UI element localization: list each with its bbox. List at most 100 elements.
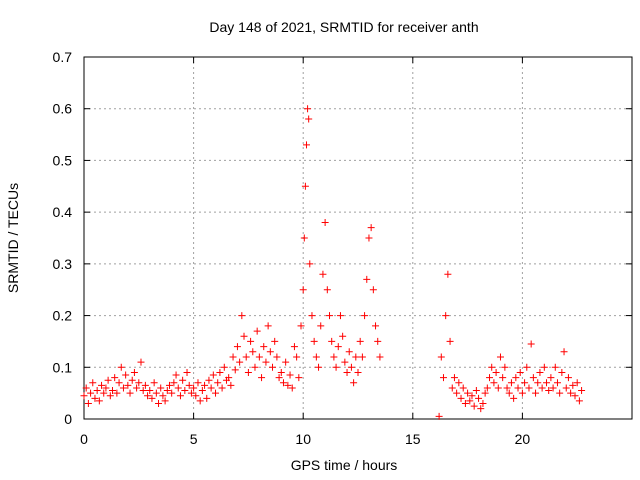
data-point: [435, 412, 443, 420]
data-point: [155, 399, 163, 407]
data-point: [525, 384, 533, 392]
data-point: [247, 337, 255, 345]
data-point: [290, 343, 298, 351]
data-markers: [80, 105, 586, 420]
data-point: [464, 389, 472, 397]
y-tick-label: 0.7: [53, 49, 73, 65]
data-point: [475, 394, 483, 402]
data-point: [179, 376, 187, 384]
data-point: [518, 389, 526, 397]
data-point: [529, 374, 537, 382]
data-point: [301, 182, 309, 190]
data-point: [214, 379, 222, 387]
data-point: [472, 387, 480, 395]
data-point: [437, 353, 445, 361]
data-point: [470, 402, 478, 410]
data-point: [367, 224, 375, 232]
data-point: [468, 392, 476, 400]
plot-frame: [83, 56, 633, 420]
data-point: [439, 374, 447, 382]
data-point: [139, 387, 147, 395]
data-point: [141, 381, 149, 389]
x-tick-label: 15: [405, 431, 421, 447]
data-point: [264, 322, 272, 330]
data-point: [549, 384, 557, 392]
data-point: [89, 379, 97, 387]
axis-ticks: 0 0.1 0.2 0.3 0.4 0.5 0.6 0.7 0 5 10 15 20: [53, 49, 632, 447]
data-point: [358, 353, 366, 361]
data-point: [564, 374, 572, 382]
data-point: [455, 379, 463, 387]
data-point: [516, 368, 524, 376]
data-point: [323, 286, 331, 294]
data-point: [275, 374, 283, 382]
data-point: [203, 394, 211, 402]
data-point: [293, 353, 301, 361]
data-point: [457, 394, 465, 402]
data-point: [209, 371, 217, 379]
data-point: [168, 389, 176, 397]
data-point: [304, 105, 312, 113]
data-point: [496, 353, 504, 361]
y-tick-label: 0.4: [53, 204, 73, 220]
data-point: [187, 389, 195, 397]
data-point: [374, 337, 382, 345]
data-point: [128, 376, 136, 384]
data-point: [453, 389, 461, 397]
data-point: [176, 392, 184, 400]
data-point: [205, 376, 213, 384]
data-point: [163, 387, 171, 395]
data-point: [80, 392, 88, 400]
x-axis-title: GPS time / hours: [291, 457, 398, 473]
data-point: [279, 379, 287, 387]
data-point: [512, 374, 520, 382]
data-point: [543, 379, 551, 387]
data-point: [102, 384, 110, 392]
data-point: [198, 387, 206, 395]
data-point: [562, 384, 570, 392]
data-point: [152, 389, 160, 397]
data-point: [238, 312, 246, 320]
data-point: [547, 374, 555, 382]
data-point: [185, 381, 193, 389]
data-point: [350, 379, 358, 387]
data-point: [486, 374, 494, 382]
data-point: [240, 332, 248, 340]
grid: [84, 57, 632, 419]
data-point: [483, 384, 491, 392]
data-point: [93, 387, 101, 395]
data-point: [494, 384, 502, 392]
data-point: [505, 389, 513, 397]
data-point: [334, 343, 342, 351]
y-tick-label: 0.5: [53, 152, 73, 168]
data-point: [448, 384, 456, 392]
data-point: [376, 353, 384, 361]
data-point: [170, 379, 178, 387]
data-point: [84, 399, 92, 407]
data-point: [523, 363, 531, 371]
data-point: [299, 286, 307, 294]
data-point: [481, 389, 489, 397]
data-point: [181, 387, 189, 395]
data-point: [442, 312, 450, 320]
data-point: [174, 384, 182, 392]
data-point: [133, 384, 141, 392]
data-point: [536, 368, 544, 376]
data-point: [361, 312, 369, 320]
data-point: [124, 381, 132, 389]
data-point: [538, 384, 546, 392]
data-point: [277, 368, 285, 376]
data-point: [244, 368, 252, 376]
data-point: [150, 379, 158, 387]
data-point: [461, 399, 469, 407]
data-point: [269, 363, 277, 371]
data-point: [459, 384, 467, 392]
data-point: [282, 358, 290, 366]
data-point: [100, 389, 108, 397]
data-point: [98, 381, 106, 389]
data-point: [308, 312, 316, 320]
data-point: [295, 374, 303, 382]
data-point: [567, 389, 575, 397]
data-point: [148, 394, 156, 402]
data-point: [466, 397, 474, 405]
